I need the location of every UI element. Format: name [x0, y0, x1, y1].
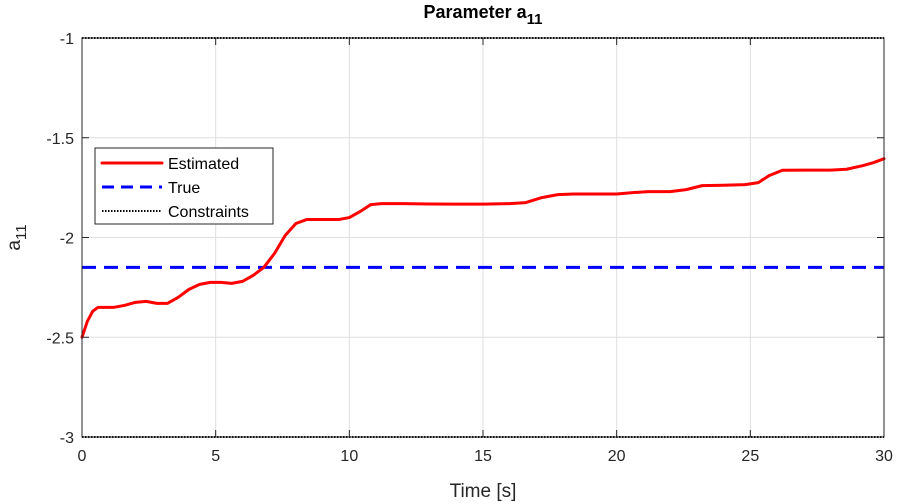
x-tick-label: 15 [474, 448, 492, 465]
legend-item-constraints: Constraints [102, 204, 249, 221]
y-tick-label: -2 [60, 231, 74, 248]
legend: Estimated True Constraints [94, 147, 274, 225]
ticks: 0 5 10 15 20 25 30 -3 -2.5 -2 -1.5 -1 [46, 31, 893, 465]
y-tick-label: -1 [60, 31, 74, 48]
chart-title-main: Parameter a [424, 2, 528, 22]
y-axis-label-subscript: 11 [13, 224, 30, 240]
series-layer [80, 37, 886, 438]
x-tick-label: 25 [741, 448, 759, 465]
y-tick-label: -3 [60, 430, 74, 447]
legend-label-constraints: Constraints [168, 204, 249, 221]
x-tick-label: 0 [78, 448, 87, 465]
x-tick-label: 10 [340, 448, 358, 465]
series-line-estimated [80, 157, 886, 339]
y-tick-label: -1.5 [46, 131, 74, 148]
x-tick-label: 30 [875, 448, 893, 465]
x-tick-label: 20 [608, 448, 626, 465]
x-tick-label: 5 [211, 448, 220, 465]
chart-title-subscript: 11 [527, 11, 543, 28]
legend-label-estimated: Estimated [168, 156, 239, 173]
y-axis-label: a11 [4, 224, 30, 250]
y-axis-label-main: a [4, 240, 25, 251]
legend-label-true: True [168, 180, 200, 197]
chart-title: Parameter a11 [424, 2, 543, 28]
legend-item-true: True [102, 180, 200, 197]
x-axis-label: Time [s] [450, 481, 517, 502]
y-tick-label: -2.5 [46, 330, 74, 347]
legend-item-estimated: Estimated [100, 156, 239, 173]
